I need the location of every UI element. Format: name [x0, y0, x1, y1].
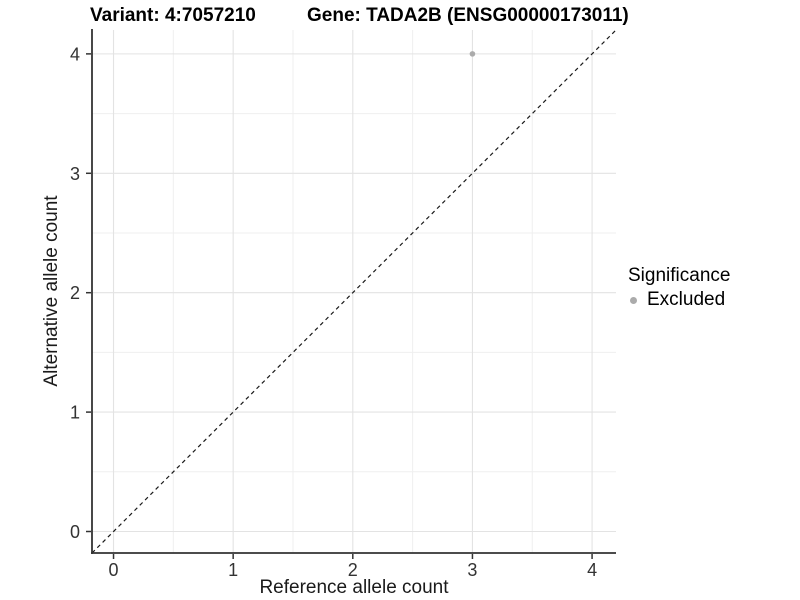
- data-point: [469, 51, 476, 57]
- x-axis-title: Reference allele count: [259, 577, 449, 598]
- y-tick-label: 3: [70, 164, 80, 184]
- gene-title: Gene: TADA2B (ENSG00000173011): [307, 5, 629, 26]
- x-tick-label: 0: [109, 560, 119, 580]
- x-tick-label: 4: [587, 560, 597, 580]
- legend-entry-label: Excluded: [647, 289, 726, 310]
- y-tick-label: 2: [70, 283, 80, 303]
- legend-point-icon: [630, 296, 637, 304]
- y-tick-label: 0: [70, 522, 80, 542]
- variant-title: Variant: 4:7057210: [90, 5, 256, 26]
- y-tick-label: 4: [70, 44, 80, 64]
- y-tick-label: 1: [70, 403, 80, 423]
- identity-dashed-line: [91, 29, 617, 554]
- x-tick-label: 2: [348, 560, 358, 580]
- x-tick-label: 1: [228, 560, 238, 580]
- x-tick-label: 3: [467, 560, 477, 580]
- legend: Significance Excluded: [628, 265, 730, 311]
- y-axis-title: Alternative allele count: [41, 195, 62, 387]
- legend-title: Significance: [628, 265, 731, 286]
- legend-entry-excluded: Excluded: [628, 289, 730, 311]
